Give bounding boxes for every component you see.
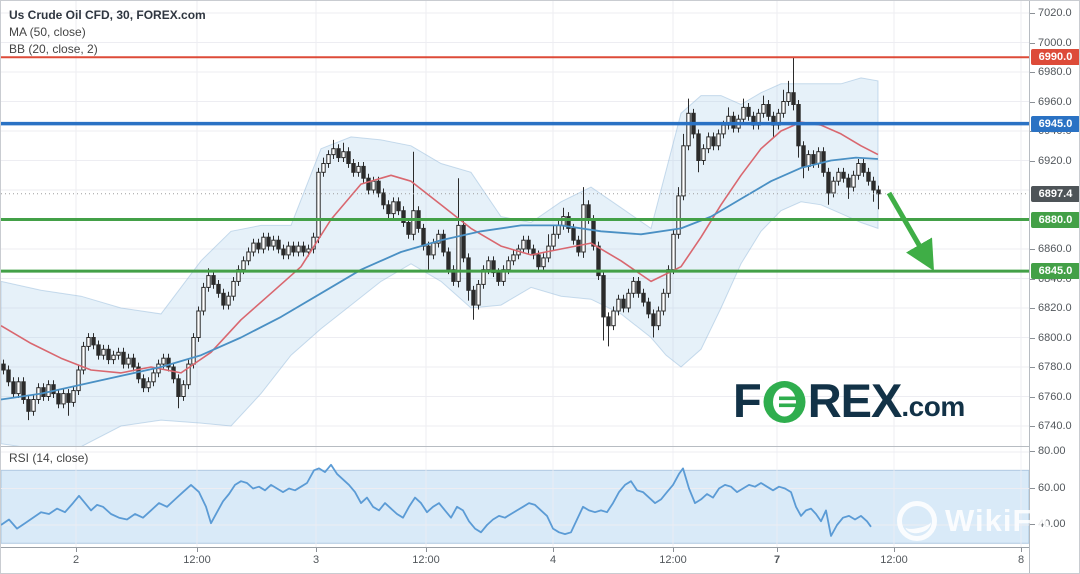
ma-indicator-label: MA (50, close) [9, 25, 86, 39]
candlestick-chart-canvas[interactable] [1, 1, 1029, 446]
price-axis-label: 6760.0 [1038, 390, 1072, 403]
rsi-axis-tick [1030, 487, 1035, 489]
price-axis-tick [1030, 160, 1035, 162]
main-price-pane[interactable]: Us Crude Oil CFD, 30, FOREX.com MA (50, … [1, 1, 1029, 446]
price-level-badge: 6880.0 [1031, 211, 1079, 228]
price-axis-label: 6800.0 [1038, 331, 1072, 344]
time-axis-tick [777, 548, 778, 552]
time-axis-label: 12:00 [659, 554, 687, 566]
price-axis-label: 6960.0 [1038, 95, 1072, 108]
price-axis-tick [1030, 249, 1035, 250]
chart-legend: Us Crude Oil CFD, 30, FOREX.com MA (50, … [9, 7, 206, 58]
time-axis-label: 7 [773, 554, 781, 566]
price-axis-tick [1030, 396, 1035, 398]
logo-letter-f: F [733, 374, 762, 427]
price-axis-label: 6780.0 [1038, 361, 1072, 373]
price-axis[interactable]: 7020.07000.06980.06960.06940.06920.06860… [1029, 1, 1079, 573]
rsi-indicator-label: RSI (14, close) [9, 451, 89, 465]
price-level-badge: 6845.0 [1031, 263, 1079, 280]
time-axis-tick [316, 548, 317, 552]
time-axis-label: 3 [312, 554, 320, 566]
wikifx-logo-icon [897, 501, 937, 541]
price-axis-label: 7000.0 [1038, 36, 1072, 49]
time-axis-label: 8 [1017, 554, 1025, 566]
time-axis-tick [76, 548, 77, 552]
rsi-axis-tick [1030, 451, 1035, 452]
time-axis-tick [553, 548, 554, 552]
time-axis[interactable]: 2 12:00 3 12:00 4 12:00 7 12:00 8 [1, 547, 1079, 573]
price-axis-tick [1030, 337, 1035, 339]
price-axis-label: 6980.0 [1038, 66, 1072, 78]
price-axis-tick [1030, 308, 1035, 309]
rsi-axis-label: 60.00 [1038, 481, 1066, 494]
price-level-badge: 6897.4 [1031, 185, 1079, 202]
time-axis-label: 12:00 [880, 554, 908, 566]
price-axis-tick [1030, 101, 1035, 103]
symbol-title: Us Crude Oil CFD, 30, FOREX.com [9, 8, 206, 22]
rsi-indicator-pane[interactable]: RSI (14, close) [1, 446, 1029, 547]
time-axis-tick [197, 548, 198, 552]
time-axis-label: 12:00 [412, 554, 440, 566]
price-axis-label: 7020.0 [1038, 7, 1072, 19]
rsi-axis-tick [1030, 524, 1035, 525]
wikifx-watermark: WikiFX [897, 501, 1054, 541]
time-axis-tick [426, 548, 427, 552]
price-axis-label: 6920.0 [1038, 154, 1072, 167]
price-level-badge: 6945.0 [1031, 115, 1079, 132]
logo-o-icon [762, 379, 807, 424]
logo-dotcom: .com [901, 391, 965, 422]
time-axis-tick [673, 548, 674, 552]
time-axis-tick [1021, 548, 1022, 552]
price-axis-tick [1030, 72, 1035, 73]
price-axis-tick [1030, 13, 1035, 14]
wikifx-watermark-text: WikiFX [945, 503, 1055, 538]
time-axis-label: 4 [549, 554, 557, 566]
rsi-axis-label: 40.00 [1038, 518, 1066, 530]
time-axis-label: 2 [72, 554, 80, 566]
price-level-badge: 6990.0 [1031, 49, 1079, 66]
price-axis-tick [1030, 42, 1035, 44]
forex-com-logo: F REX .com [733, 374, 965, 427]
rsi-axis-label: 80.00 [1038, 445, 1066, 457]
price-axis-label: 6820.0 [1038, 302, 1072, 314]
price-axis-label: 6740.0 [1038, 420, 1072, 432]
price-axis-tick [1030, 367, 1035, 368]
price-axis-label: 6860.0 [1038, 243, 1072, 255]
logo-letters-rex: REX [807, 374, 903, 427]
rsi-chart-canvas[interactable] [1, 447, 1029, 547]
time-axis-tick [894, 548, 895, 552]
price-axis-tick [1030, 426, 1035, 427]
bb-indicator-label: BB (20, close, 2) [9, 42, 98, 56]
time-axis-label: 12:00 [183, 554, 211, 566]
